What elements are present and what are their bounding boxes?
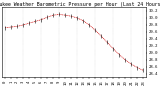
- Title: Milwaukee Weather Barometric Pressure per Hour (Last 24 Hours): Milwaukee Weather Barometric Pressure pe…: [0, 2, 160, 7]
